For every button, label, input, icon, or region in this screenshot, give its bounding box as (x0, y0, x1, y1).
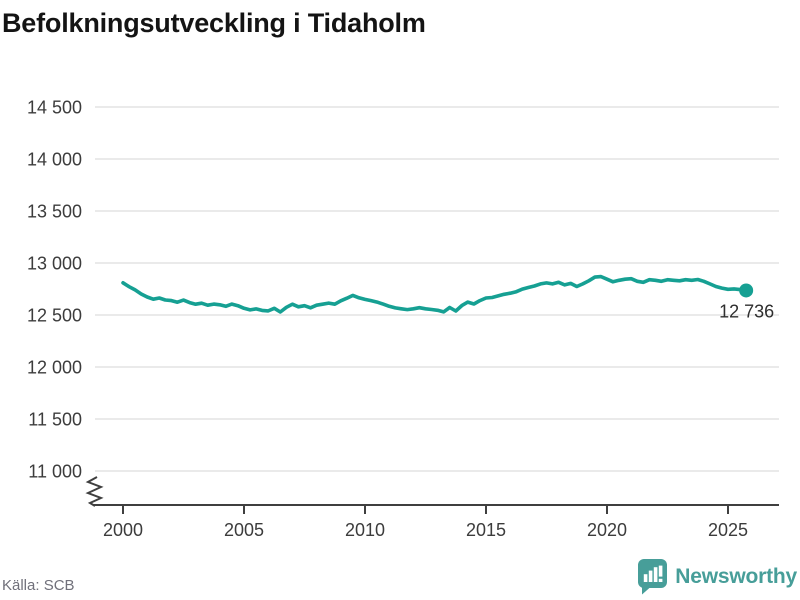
x-axis-tick-label: 2005 (224, 520, 264, 540)
latest-value-label: 12 736 (719, 301, 774, 321)
axis-break-icon (85, 476, 104, 507)
x-axis-tick-label: 2015 (466, 520, 506, 540)
page-title: Befolkningsutveckling i Tidaholm (2, 8, 426, 38)
population-line (121, 274, 748, 314)
population-line-chart: 14 500 14 000 13 500 13 000 12 500 12 000 11 5… (27, 98, 779, 540)
latest-value-dot (739, 283, 754, 298)
y-axis-tick-label: 12 000 (27, 358, 82, 378)
y-axis-tick-label: 14 500 (27, 98, 82, 118)
logo-bubble-tail (642, 583, 655, 595)
logo-exclamation-dot (659, 578, 663, 582)
x-axis-tick-label: 2020 (587, 520, 627, 540)
y-axis-tick-label: 13 000 (27, 254, 82, 274)
y-axis-tick-label: 12 500 (27, 306, 82, 326)
y-axis-tick-label: 11 500 (28, 410, 82, 430)
logo-exclamation-bar (659, 565, 663, 577)
logo-bar-3 (654, 567, 658, 582)
newsworthy-logo-icon (638, 559, 668, 595)
logo-bar-2 (649, 570, 653, 582)
y-axis-tick-label: 11 000 (28, 462, 82, 482)
logo-bar-1 (644, 574, 648, 582)
x-axis-tick-label: 2000 (103, 520, 143, 540)
y-axis-tick-label: 13 500 (27, 202, 82, 222)
source-label: Källa: SCB (2, 577, 75, 594)
x-axis-tick-label: 2010 (345, 520, 385, 540)
newsworthy-wordmark: Newsworthy (675, 564, 797, 588)
y-axis-tick-label: 14 000 (27, 150, 82, 170)
newsworthy-brand: Newsworthy (637, 558, 797, 595)
x-axis-tick-label: 2025 (708, 520, 748, 540)
